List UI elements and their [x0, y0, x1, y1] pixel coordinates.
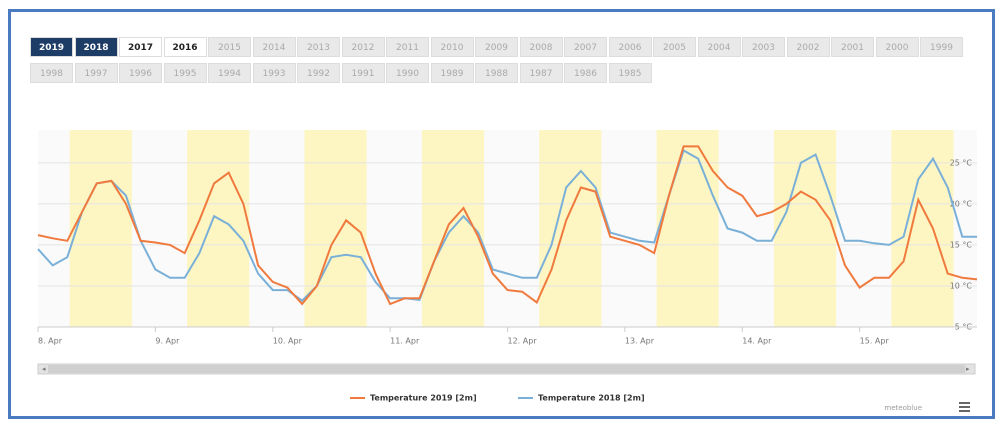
year-button[interactable]: 2004 — [697, 37, 741, 57]
x-tick-label: 11. Apr — [390, 337, 420, 346]
year-button[interactable]: 2006 — [608, 37, 652, 57]
year-button[interactable]: 1996 — [119, 63, 162, 83]
year-button[interactable]: 2010 — [430, 37, 474, 57]
year-button[interactable]: 2005 — [653, 37, 696, 57]
year-button[interactable]: 1988 — [475, 63, 518, 83]
year-button[interactable]: 1986 — [564, 63, 607, 83]
year-button[interactable]: 1992 — [297, 63, 340, 83]
year-button[interactable]: 1995 — [163, 63, 207, 83]
year-button[interactable]: 1994 — [208, 63, 251, 83]
y-tick-label: 20 °C — [950, 199, 973, 208]
x-tick-label: 15. Apr — [860, 337, 890, 346]
daylight-band — [656, 130, 719, 327]
x-tick-label: 9. Apr — [155, 337, 180, 346]
scrollbar-thumb[interactable] — [48, 365, 965, 373]
plot-background — [38, 130, 977, 327]
legend-label: Temperature 2018 [2m] — [538, 394, 645, 403]
frame-border — [8, 9, 995, 419]
year-button[interactable]: 2009 — [475, 37, 518, 57]
year-button[interactable]: 2003 — [742, 37, 785, 57]
daylight-band — [69, 130, 132, 327]
year-button[interactable]: 1990 — [386, 63, 429, 83]
year-button[interactable]: 1997 — [74, 63, 118, 83]
credit: meteoblue — [884, 404, 922, 412]
year-button[interactable]: 2001 — [831, 37, 874, 57]
y-tick-label: 25 °C — [950, 158, 973, 167]
series-line — [37, 149, 977, 303]
year-button[interactable]: 2015 — [208, 37, 251, 57]
y-tick-label: 10 °C — [950, 281, 973, 290]
y-tick-label: 15 °C — [950, 240, 973, 249]
x-tick-label: 13. Apr — [625, 337, 655, 346]
year-button[interactable]: 1998 — [30, 63, 73, 83]
year-button[interactable]: 2017 — [119, 37, 162, 57]
year-button[interactable]: 2011 — [386, 37, 429, 57]
year-button[interactable]: 1991 — [341, 63, 385, 83]
daylight-band — [891, 130, 954, 327]
year-button[interactable]: 2016 — [163, 37, 207, 57]
year-button[interactable]: 1993 — [252, 63, 296, 83]
year-button[interactable]: 1989 — [430, 63, 474, 83]
year-button[interactable]: 2002 — [786, 37, 830, 57]
x-tick-label: 10. Apr — [273, 337, 303, 346]
year-button[interactable]: 1987 — [519, 63, 563, 83]
year-button[interactable]: 1985 — [608, 63, 652, 83]
year-button[interactable]: 2013 — [297, 37, 340, 57]
plot — [38, 130, 977, 328]
year-button[interactable]: 2012 — [341, 37, 385, 57]
year-button[interactable]: 2000 — [875, 37, 919, 57]
year-button[interactable]: 2014 — [252, 37, 296, 57]
daylight-band — [539, 130, 602, 327]
year-button[interactable]: 1999 — [920, 37, 963, 57]
x-tick-label: 12. Apr — [508, 337, 538, 346]
year-button[interactable]: 2008 — [519, 37, 563, 57]
x-tick-label: 14. Apr — [742, 337, 772, 346]
legend-label: Temperature 2019 [2m] — [370, 394, 477, 403]
series-line — [37, 145, 978, 306]
x-tick-label: 8. Apr — [38, 337, 63, 346]
year-button[interactable]: 2018 — [74, 37, 118, 57]
year-button[interactable]: 2007 — [564, 37, 607, 57]
menu-icon[interactable] — [959, 402, 970, 412]
scroll-left[interactable]: ◂ — [42, 365, 46, 373]
year-button[interactable]: 2019 — [30, 37, 73, 57]
scroll-right[interactable]: ▸ — [966, 365, 970, 373]
